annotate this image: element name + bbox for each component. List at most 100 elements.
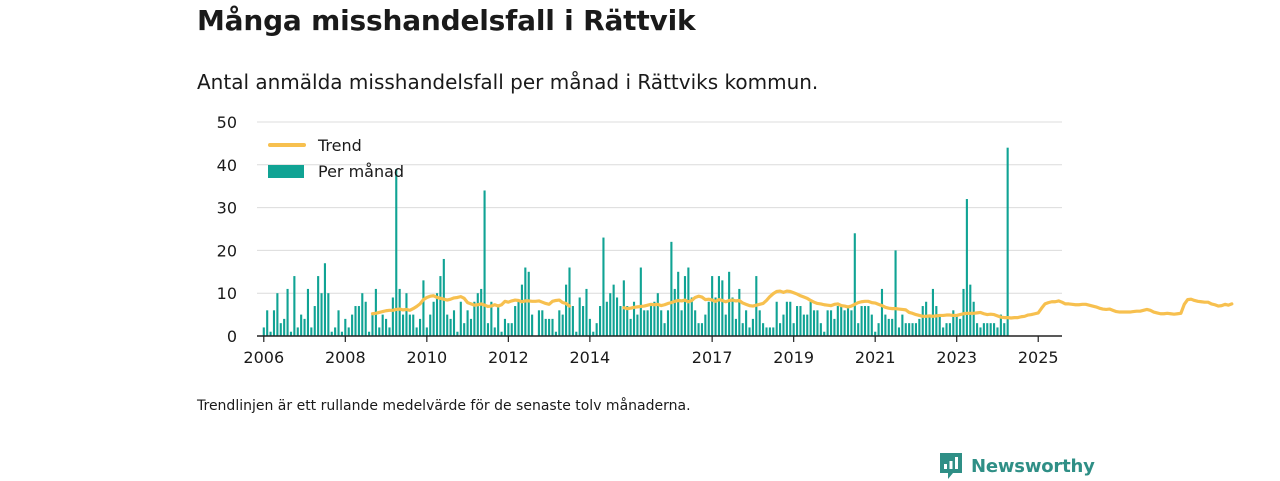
bar xyxy=(585,288,588,336)
bar xyxy=(378,327,381,336)
bar xyxy=(986,323,989,336)
bar xyxy=(612,284,615,336)
x-axis: 2006 2008 2010 2012 2014 2017 2019 2021 2023 2025 xyxy=(243,336,1059,367)
bar xyxy=(874,331,877,336)
bar xyxy=(561,314,564,336)
bar xyxy=(480,288,483,336)
bar xyxy=(867,306,870,336)
bar xyxy=(1006,147,1009,336)
bar xyxy=(758,310,761,336)
bar xyxy=(1003,323,1006,336)
bar xyxy=(565,284,568,336)
bar xyxy=(395,169,398,336)
bar xyxy=(364,301,367,336)
bar xyxy=(602,237,605,336)
bar xyxy=(398,288,401,336)
bar xyxy=(979,327,982,336)
bar xyxy=(829,310,833,336)
bar xyxy=(527,271,530,336)
bar xyxy=(775,301,778,336)
x-tick-label-8: 2023 xyxy=(936,348,977,367)
bar xyxy=(789,301,792,336)
bar xyxy=(870,314,873,336)
bar xyxy=(541,310,544,336)
bar xyxy=(955,314,958,336)
bar xyxy=(629,318,632,336)
bar xyxy=(632,301,636,336)
bar xyxy=(476,293,479,336)
bar xyxy=(279,323,282,336)
bar xyxy=(694,310,697,336)
bar xyxy=(500,331,503,336)
bar xyxy=(972,301,975,336)
bar xyxy=(340,331,343,336)
bar xyxy=(670,241,673,336)
bar xyxy=(880,288,884,336)
bar xyxy=(911,323,914,336)
bar xyxy=(385,318,388,336)
bar xyxy=(605,301,608,336)
bar xyxy=(745,310,748,336)
bar xyxy=(724,314,727,336)
bar xyxy=(884,314,887,336)
x-tick-label-1: 2008 xyxy=(325,348,366,367)
bar xyxy=(286,288,289,336)
legend: Trend Per månad xyxy=(268,136,404,181)
bar xyxy=(649,306,653,336)
bar xyxy=(748,327,751,336)
bar xyxy=(921,306,924,336)
newsworthy-icon xyxy=(940,453,962,479)
bar xyxy=(272,310,276,336)
bar xyxy=(493,327,496,336)
bar xyxy=(952,310,955,336)
legend-box-per-month xyxy=(268,165,304,178)
bar xyxy=(435,293,439,336)
y-tick-label-0: 0 xyxy=(227,327,237,346)
bar xyxy=(425,327,428,336)
x-tick-label-4: 2014 xyxy=(570,348,611,367)
bar xyxy=(330,331,333,336)
bar xyxy=(646,310,649,336)
bar xyxy=(942,327,945,336)
bar xyxy=(415,327,418,336)
bar xyxy=(914,323,917,336)
bar xyxy=(721,280,724,336)
bar xyxy=(592,331,595,336)
bar xyxy=(402,314,405,336)
bar xyxy=(507,323,510,336)
bar xyxy=(582,306,585,336)
bar xyxy=(615,297,619,336)
bar xyxy=(351,314,354,336)
bar xyxy=(918,318,921,336)
bar xyxy=(483,190,486,336)
bar xyxy=(639,267,642,336)
bar xyxy=(969,284,972,336)
bar xyxy=(653,301,656,336)
bar xyxy=(412,314,415,336)
bar xyxy=(717,276,720,336)
bar xyxy=(731,297,734,336)
bar xyxy=(796,306,799,336)
x-tick-label-5: 2017 xyxy=(692,348,733,367)
bar xyxy=(741,323,744,336)
bar xyxy=(663,323,666,336)
bar xyxy=(313,306,316,336)
y-tick-label-2: 20 xyxy=(217,241,237,260)
bar xyxy=(269,331,272,336)
bar xyxy=(850,310,853,336)
bar-chart: 0 10 20 30 40 50 2006 2008 2010 2012 2014 2017 2019… xyxy=(217,113,1234,367)
bar xyxy=(442,258,445,336)
bar xyxy=(677,271,680,336)
x-tick-label-3: 2012 xyxy=(488,348,529,367)
bar xyxy=(571,306,574,336)
bar xyxy=(497,306,500,336)
bar xyxy=(456,331,459,336)
newsworthy-logo[interactable]: Newsworthy xyxy=(939,451,1095,481)
bar xyxy=(405,293,408,336)
bar xyxy=(347,327,350,336)
bar xyxy=(690,297,693,336)
bar xyxy=(486,323,490,336)
bar xyxy=(537,310,540,336)
bar xyxy=(802,314,805,336)
bar xyxy=(473,301,476,336)
